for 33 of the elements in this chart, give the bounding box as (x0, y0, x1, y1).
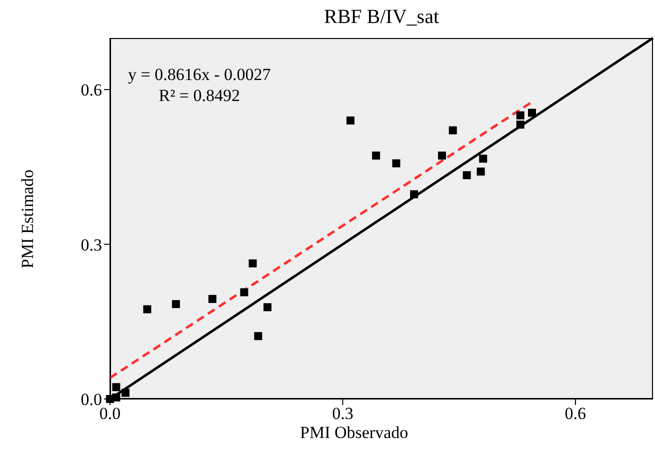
y-tick-label: 0.0 (80, 390, 102, 410)
annotation: R² = 0.8492 (158, 85, 242, 106)
point (462, 171, 471, 180)
point (516, 111, 524, 120)
point (122, 388, 130, 397)
point (263, 303, 272, 312)
point (438, 152, 446, 160)
point (254, 332, 262, 340)
point (172, 300, 180, 308)
point (448, 126, 457, 134)
x-tick-label: 0.6 (564, 404, 586, 424)
y-axis-title: PMI Estimado (18, 169, 38, 268)
point (143, 305, 152, 314)
x-tick-label: 0.0 (99, 404, 121, 424)
x-axis-title: PMI Observado (300, 423, 408, 443)
point (346, 116, 354, 125)
point (528, 108, 536, 117)
point (476, 168, 485, 176)
point (112, 383, 120, 392)
annotation: y = 0.8616x - 0.0027 (128, 64, 271, 85)
point (240, 288, 248, 296)
point (112, 393, 120, 402)
point (208, 294, 216, 303)
point (372, 152, 380, 160)
x-tick-label: 0.3 (332, 404, 354, 424)
point (410, 190, 418, 198)
point (479, 154, 488, 163)
chart-title: RBF B/IV_sat (322, 6, 440, 29)
point (392, 159, 400, 168)
y-tick-label: 0.3 (80, 235, 102, 254)
point (516, 120, 524, 129)
point (248, 259, 257, 268)
y-tick-label: 0.6 (80, 80, 102, 100)
